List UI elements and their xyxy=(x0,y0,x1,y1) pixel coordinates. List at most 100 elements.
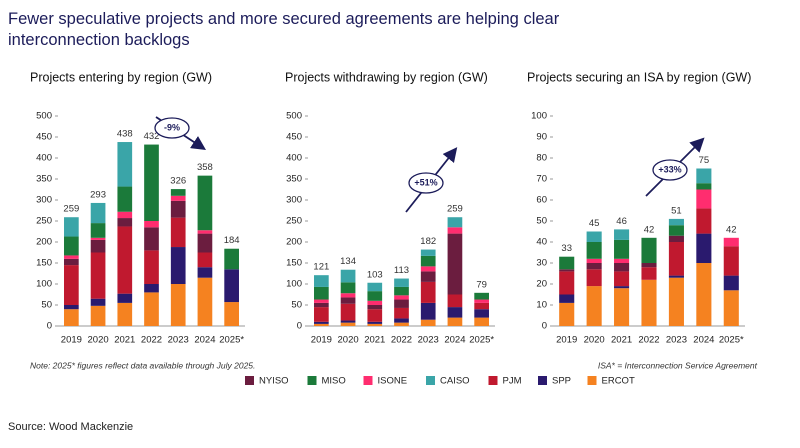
bar-segment xyxy=(394,278,409,287)
annotation: -9% xyxy=(164,122,180,132)
bar-segment xyxy=(314,321,329,324)
bar-segment xyxy=(64,305,79,310)
bar-segment xyxy=(394,307,409,319)
x-tick-label: 2023 xyxy=(168,335,189,346)
bar-segment xyxy=(394,322,409,326)
total-label: 184 xyxy=(224,235,240,246)
chart-subtitle: Projects securing an ISA by region (GW) xyxy=(527,70,751,84)
bar-segment xyxy=(586,263,602,270)
bar-segment xyxy=(90,202,106,224)
total-label: 182 xyxy=(420,236,436,247)
y-tick-label: 50 xyxy=(41,300,52,311)
legend-swatch xyxy=(587,376,597,385)
bar-segment xyxy=(614,263,630,272)
y-tick-label: 50 xyxy=(536,216,547,227)
bar-segment xyxy=(170,284,186,326)
bar-segment xyxy=(340,322,356,326)
x-tick-label: 2025* xyxy=(219,335,244,346)
total-label: 293 xyxy=(90,189,106,200)
bar-segment xyxy=(340,282,356,294)
bar-segment xyxy=(340,297,356,304)
bar-segment xyxy=(170,200,186,218)
bar-segment xyxy=(614,286,630,289)
y-tick-label: 450 xyxy=(286,132,302,143)
isa-note: ISA* = Interconnection Service Agreement xyxy=(598,360,758,370)
bar-segment xyxy=(314,299,329,303)
bar-segment xyxy=(224,269,239,303)
x-tick-label: 2022 xyxy=(141,335,162,346)
bar-segment xyxy=(641,263,657,268)
bar-segment xyxy=(420,249,436,256)
bar-segment xyxy=(586,231,602,242)
bar-segment xyxy=(474,309,489,318)
bar-segment xyxy=(197,233,213,253)
bar-segment xyxy=(144,227,159,251)
bar-segment xyxy=(314,323,329,326)
y-tick-label: 350 xyxy=(286,174,302,185)
bar-segment xyxy=(420,255,436,267)
bar-segment xyxy=(614,229,630,240)
bar-segment xyxy=(420,319,436,326)
bar-segment xyxy=(447,307,463,318)
bar-segment xyxy=(367,305,383,310)
total-label: 33 xyxy=(561,243,572,254)
y-tick-label: 100 xyxy=(531,111,547,122)
source: Source: Wood Mackenzie xyxy=(8,421,133,433)
bar-segment xyxy=(367,291,383,301)
bar-segment xyxy=(90,252,106,299)
legend-swatch xyxy=(488,376,498,385)
x-tick-label: 2020 xyxy=(88,335,109,346)
bar-segment xyxy=(559,294,575,303)
bar-segment xyxy=(117,226,133,294)
bar-segment xyxy=(224,248,239,270)
y-tick-label: 100 xyxy=(286,279,302,290)
bar-segment xyxy=(696,189,712,209)
total-label: 46 xyxy=(616,216,627,227)
bar-segment xyxy=(144,292,159,326)
y-tick-label: 50 xyxy=(291,300,302,311)
bar-segment xyxy=(614,288,630,326)
bar-segment xyxy=(314,307,329,322)
x-tick-label: 2019 xyxy=(61,335,82,346)
y-tick-label: 30 xyxy=(536,258,547,269)
y-tick-label: 300 xyxy=(286,195,302,206)
bar-segment xyxy=(170,217,186,248)
y-tick-label: 100 xyxy=(36,279,52,290)
bar-segment xyxy=(696,183,712,190)
bar-segment xyxy=(586,269,602,287)
total-label: 134 xyxy=(340,256,356,267)
bar-segment xyxy=(586,242,602,259)
y-tick-label: 350 xyxy=(36,174,52,185)
bar-segment xyxy=(420,281,436,303)
bar-segment xyxy=(90,239,106,253)
x-tick-label: 2023 xyxy=(666,335,687,346)
total-label: 438 xyxy=(117,129,133,140)
annotation-bubble xyxy=(652,159,688,181)
bar-segment xyxy=(559,271,575,295)
bar-segment xyxy=(474,302,489,310)
bar-segment xyxy=(64,309,79,326)
bar-segment xyxy=(668,275,684,278)
y-tick-label: 450 xyxy=(36,132,52,143)
x-tick-label: 2019 xyxy=(311,335,332,346)
y-tick-label: 40 xyxy=(536,237,547,248)
bar-segment xyxy=(586,258,602,263)
bar-segment xyxy=(614,271,630,287)
bar-segment xyxy=(447,294,463,308)
bar-segment xyxy=(641,279,657,326)
bar-segment xyxy=(144,284,159,293)
bar-segment xyxy=(668,242,684,276)
legend-label: SPP xyxy=(552,376,571,387)
bar-segment xyxy=(474,292,489,300)
y-tick-label: 400 xyxy=(286,153,302,164)
y-tick-label: 500 xyxy=(286,111,302,122)
bar-segment xyxy=(641,237,657,263)
x-tick-label: 2021 xyxy=(114,335,135,346)
bar-segment xyxy=(723,246,739,276)
legend-label: PJM xyxy=(503,376,522,387)
total-label: 259 xyxy=(63,204,79,215)
bar-segment xyxy=(394,318,409,323)
bar-segment xyxy=(447,217,463,228)
bar-segment xyxy=(723,275,739,291)
